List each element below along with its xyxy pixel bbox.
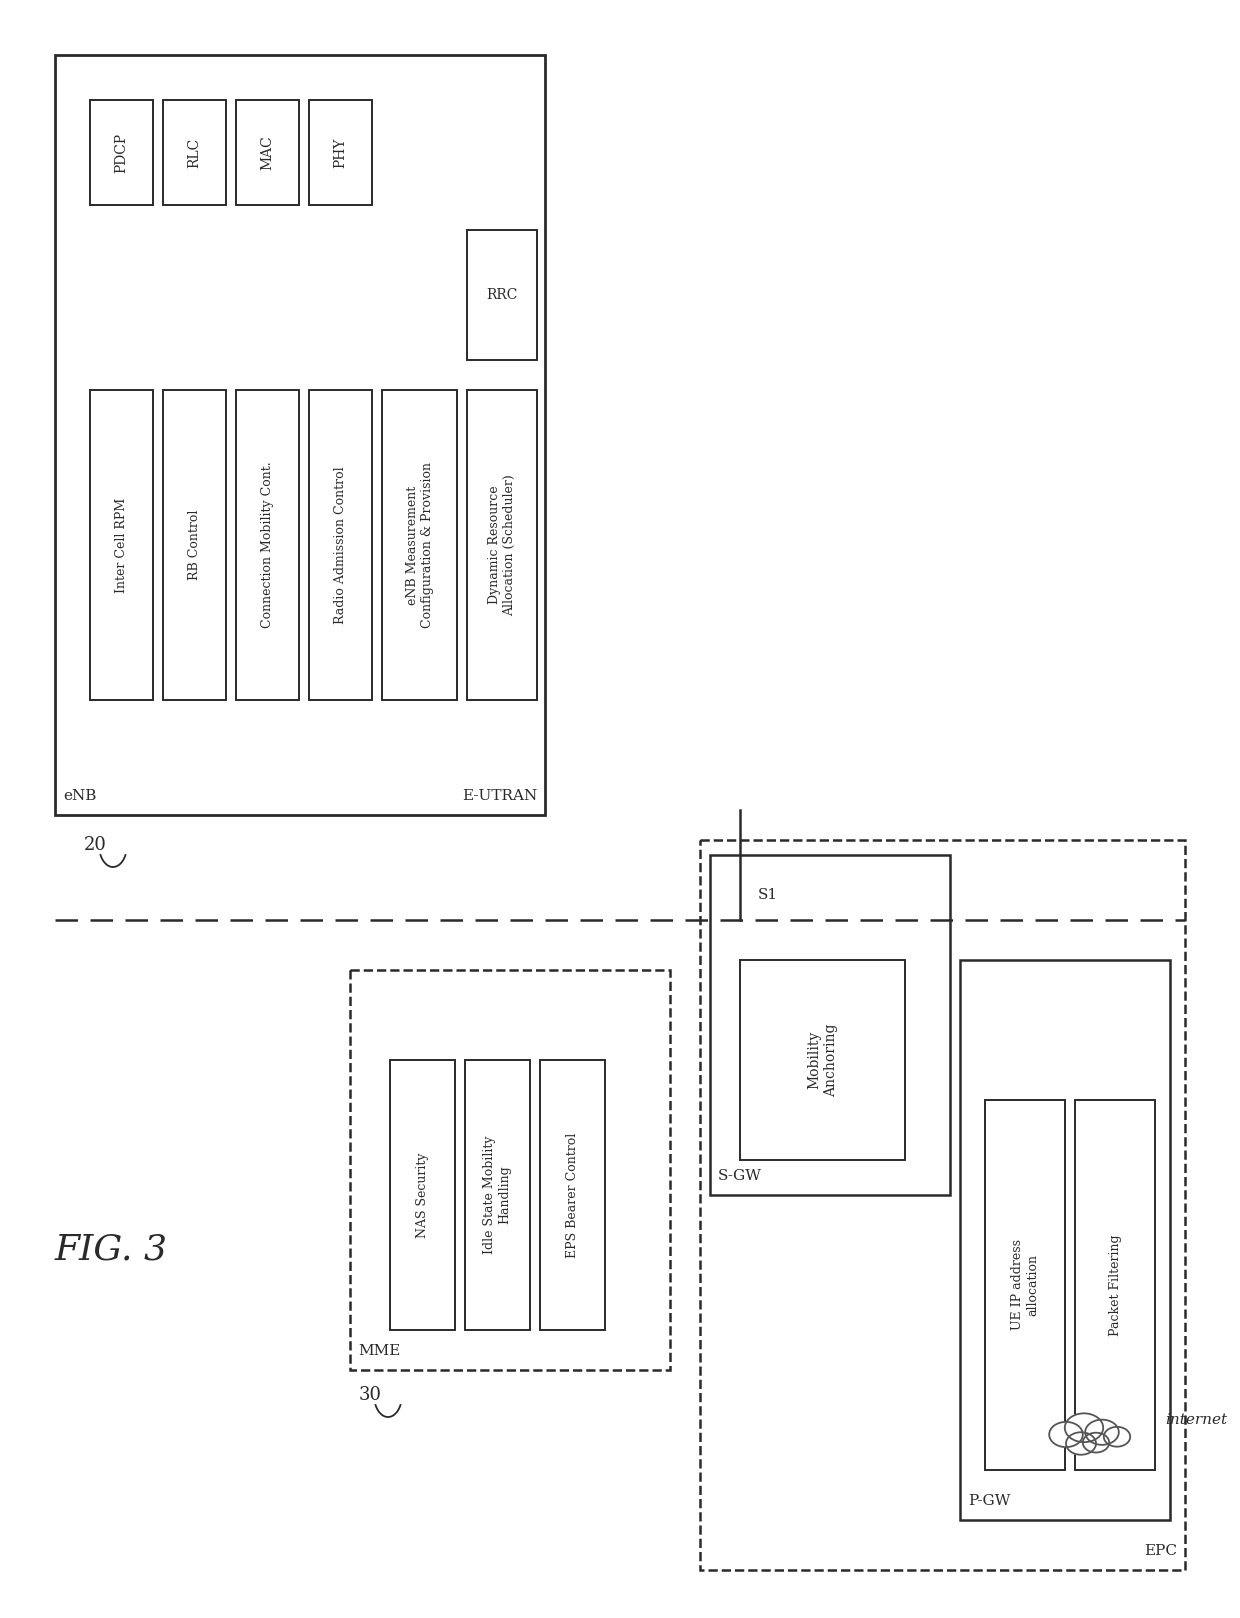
Bar — [236, 390, 299, 701]
Text: Dynamic Resource
Allocation (Scheduler): Dynamic Resource Allocation (Scheduler) — [489, 474, 516, 616]
Bar — [162, 100, 226, 205]
Text: PHY: PHY — [334, 138, 347, 168]
Bar — [711, 854, 950, 1196]
Ellipse shape — [1049, 1422, 1083, 1446]
Text: eNB: eNB — [63, 790, 97, 803]
Ellipse shape — [1083, 1432, 1110, 1453]
Text: EPC: EPC — [1145, 1544, 1177, 1558]
Text: Mobility
Anchoring: Mobility Anchoring — [807, 1023, 837, 1097]
Bar — [350, 971, 670, 1370]
Bar — [309, 390, 372, 701]
Text: 20: 20 — [83, 837, 107, 854]
Text: RB Control: RB Control — [188, 510, 201, 581]
Bar — [467, 390, 537, 701]
Bar — [91, 100, 153, 205]
Bar — [465, 1060, 529, 1330]
Text: Packet Filtering: Packet Filtering — [1109, 1235, 1121, 1336]
Ellipse shape — [1065, 1414, 1104, 1442]
Text: eNB Measurement
Configuration & Provision: eNB Measurement Configuration & Provisio… — [405, 463, 434, 628]
Text: EPS Bearer Control: EPS Bearer Control — [565, 1133, 579, 1257]
Bar — [309, 100, 372, 205]
Bar — [539, 1060, 605, 1330]
Bar — [162, 390, 226, 701]
Ellipse shape — [1104, 1427, 1130, 1446]
Ellipse shape — [1085, 1419, 1118, 1445]
Text: 30: 30 — [358, 1387, 382, 1404]
Bar — [382, 390, 458, 701]
Text: FIG. 3: FIG. 3 — [55, 1233, 167, 1267]
Text: Connection Mobility Cont.: Connection Mobility Cont. — [260, 461, 274, 628]
Bar — [1075, 1100, 1154, 1471]
Bar — [391, 1060, 455, 1330]
Text: RRC: RRC — [486, 288, 517, 303]
Text: Radio Admission Control: Radio Admission Control — [334, 466, 347, 625]
Text: MME: MME — [358, 1345, 401, 1358]
Bar — [55, 55, 546, 815]
Text: RLC: RLC — [187, 138, 201, 168]
Bar — [985, 1100, 1065, 1471]
Text: S1: S1 — [758, 888, 779, 901]
Text: PDCP: PDCP — [114, 133, 129, 173]
Bar — [701, 840, 1185, 1569]
Bar — [91, 390, 153, 701]
Bar — [236, 100, 299, 205]
Bar — [740, 959, 905, 1160]
Text: Idle State Mobility
Handling: Idle State Mobility Handling — [484, 1136, 511, 1254]
Text: Inter Cell RPM: Inter Cell RPM — [115, 497, 128, 592]
Text: NAS Security: NAS Security — [415, 1152, 429, 1238]
Text: UE IP address
allocation: UE IP address allocation — [1011, 1239, 1039, 1330]
Text: S-GW: S-GW — [718, 1168, 761, 1183]
Text: P-GW: P-GW — [968, 1493, 1011, 1508]
Bar — [467, 230, 537, 359]
Text: E-UTRAN: E-UTRAN — [461, 790, 537, 803]
Ellipse shape — [1066, 1432, 1096, 1455]
Bar — [960, 959, 1171, 1519]
Text: MAC: MAC — [260, 136, 274, 170]
Text: internet: internet — [1166, 1413, 1228, 1427]
